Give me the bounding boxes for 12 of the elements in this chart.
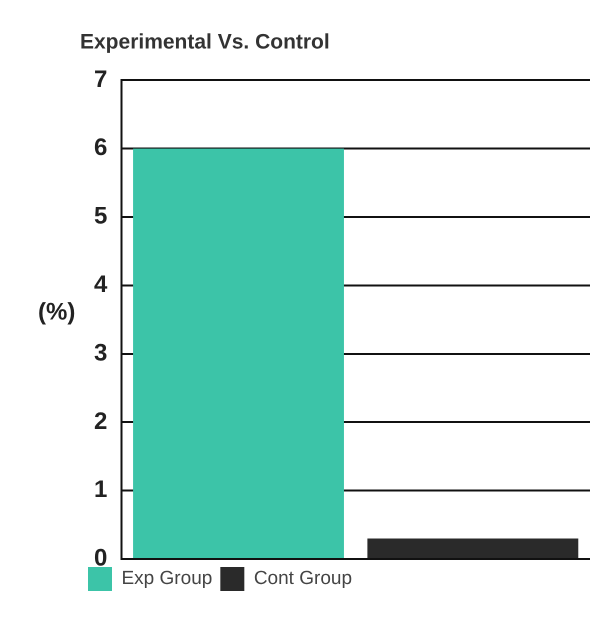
y-tick-label: 6	[94, 134, 108, 162]
y-tick-label: 2	[94, 408, 108, 435]
legend-label: Exp Group	[122, 568, 212, 590]
y-tick-label: 4	[94, 271, 108, 298]
chart-title: Experimental Vs. Control	[80, 30, 330, 54]
y-tick-label: 3	[94, 339, 108, 366]
y-tick-label: 1	[94, 476, 108, 504]
legend-label: Cont Group	[254, 568, 352, 590]
y-tick-label: 5	[94, 202, 108, 230]
y-tick-label: 7	[94, 66, 108, 93]
y-axis-title: (%)	[38, 298, 76, 326]
y-tick-label: 0	[94, 544, 108, 572]
